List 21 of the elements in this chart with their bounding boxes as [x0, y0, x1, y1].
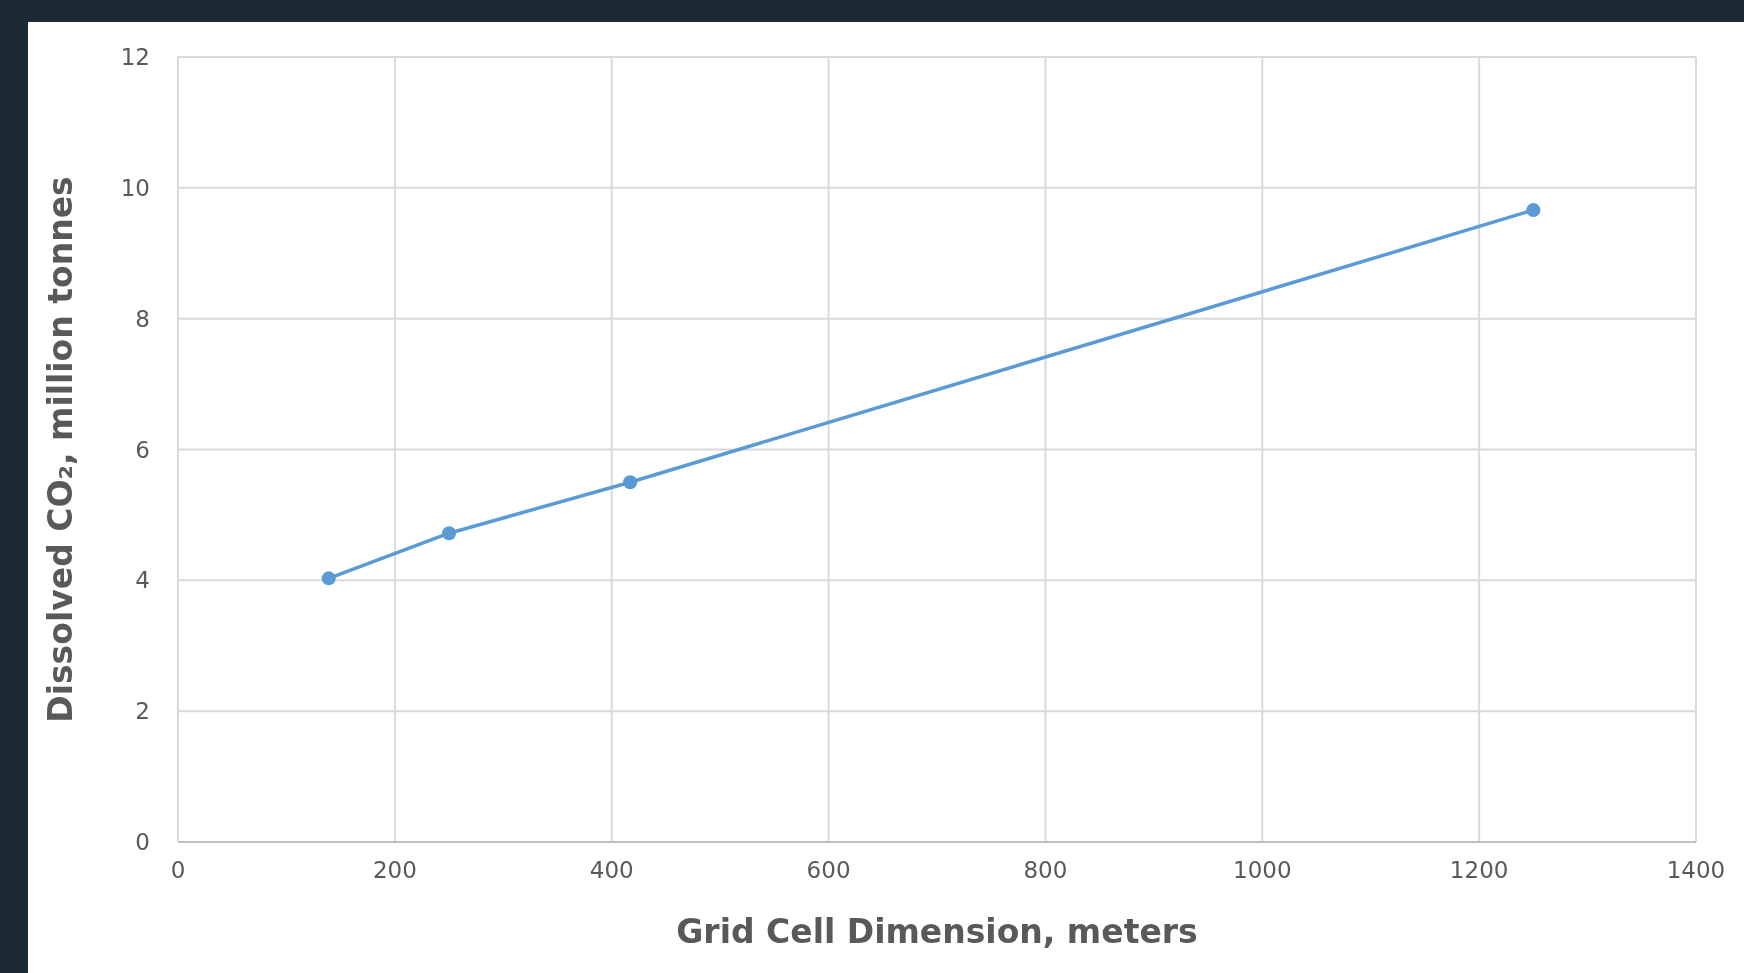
y-tick-label: 12 — [120, 44, 150, 71]
x-tick-label: 800 — [1023, 857, 1068, 884]
x-tick-label: 600 — [806, 857, 851, 884]
y-tick-label: 2 — [135, 698, 150, 725]
point — [623, 475, 638, 490]
point — [321, 571, 336, 586]
y-tick-label: 6 — [135, 436, 150, 463]
x-tick-label: 200 — [372, 857, 417, 884]
x-tick-label: 0 — [170, 857, 186, 884]
x-tick-label: 1400 — [1666, 857, 1726, 884]
y-tick-label: 8 — [135, 305, 150, 332]
y-tick-label: 0 — [135, 829, 150, 856]
y-tick-label: 10 — [120, 175, 150, 201]
y-tick-label: 4 — [135, 567, 150, 594]
y-axis-title: Dissolved CO₂, million tonnes — [40, 176, 80, 723]
x-tick-label: 1200 — [1449, 857, 1509, 884]
point — [442, 526, 457, 541]
point — [1526, 203, 1541, 218]
x-axis-title: Grid Cell Dimension, meters — [676, 912, 1198, 951]
x-tick-label: 400 — [589, 857, 634, 884]
x-tick-label: 1000 — [1233, 857, 1292, 884]
